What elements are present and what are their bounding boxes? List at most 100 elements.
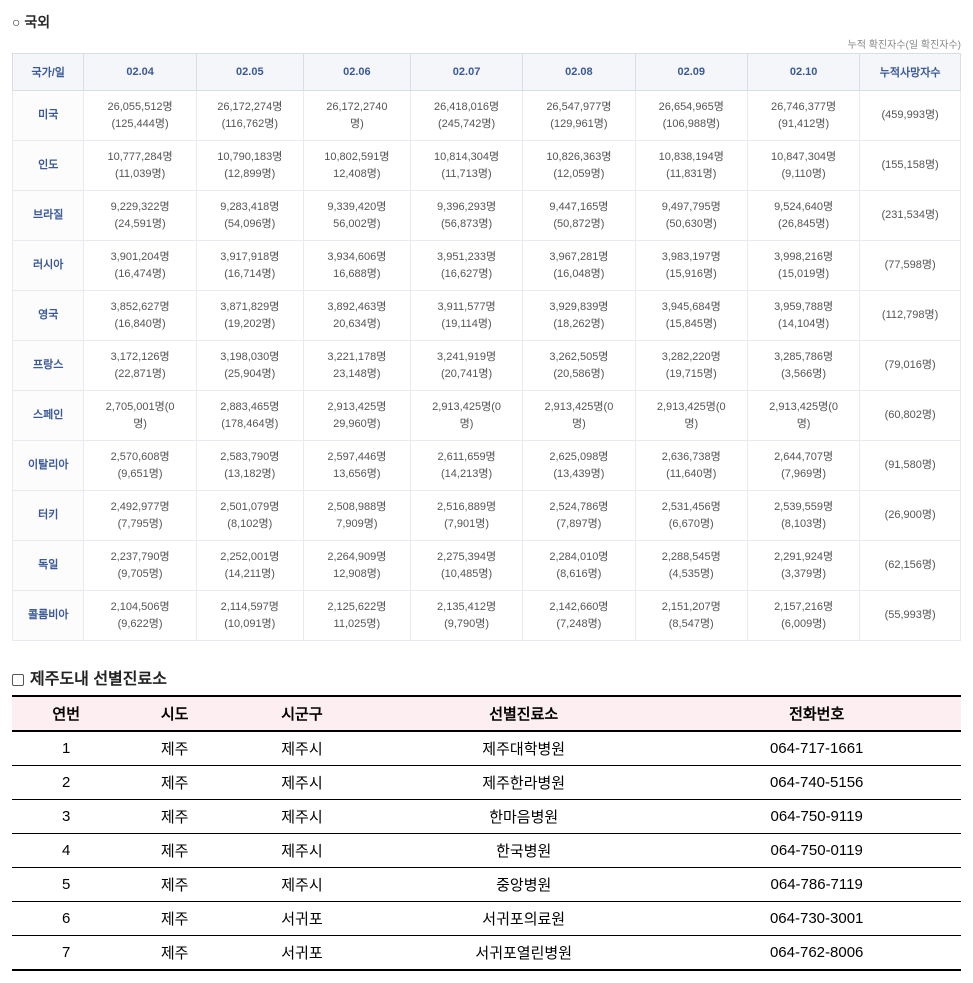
cell-main: 2,142,660명 [527,599,630,616]
table-row: 스페인2,705,001명(0명)2,883,465명(178,464명)2,9… [13,391,961,441]
table-header-cell: 시도 [120,696,228,731]
table-header-cell: 02.06 [303,54,410,91]
data-cell: 3,871,829명(19,202명) [196,291,303,341]
data-cell: 2,625,098명(13,439명) [523,441,635,491]
data-cell: 2,264,909명12,908명) [303,541,410,591]
cell-sub: (54,096명) [201,216,299,233]
country-cell: 스페인 [13,391,84,441]
cell-sub: (7,969명) [752,466,855,483]
cell-sub: (7,901명) [415,516,518,533]
cell-sub: (9,790명) [415,616,518,633]
cell-main: 10,790,183명 [201,149,299,166]
cell-sub: (6,670명) [640,516,743,533]
data-cell: 2,705,001명(0명) [84,391,196,441]
cell-main: 3,951,233명 [415,249,518,266]
cell-main: 2,883,465명 [201,399,299,416]
cell-sub: (245,742명) [415,116,518,133]
data-cell: 3,917,918명(16,714명) [196,241,303,291]
cell-sub: (106,988명) [640,116,743,133]
cell-sub: (13,439명) [527,466,630,483]
cell-sub: 13,656명) [308,466,406,483]
cell-main: 9,283,418명 [201,199,299,216]
data-cell: 9,339,420명56,002명) [303,191,410,241]
cell-sub: (116,762명) [201,116,299,133]
cell-sub: (11,831명) [640,166,743,183]
table-cell: 6 [12,901,120,935]
data-cell: 26,172,274명(116,762명) [196,91,303,141]
data-cell: 3,959,788명(14,104명) [747,291,859,341]
cell-sub: (50,872명) [527,216,630,233]
deaths-cell: (55,993명) [860,591,961,641]
cell-main: 26,547,977명 [527,99,630,116]
data-cell: 2,913,425명(0명) [523,391,635,441]
cell-sub: (25,904명) [201,366,299,383]
table-header-cell: 국가/일 [13,54,84,91]
data-cell: 3,172,126명(22,871명) [84,341,196,391]
cell-main: 3,998,216명 [752,249,855,266]
data-cell: 2,583,790명(13,182명) [196,441,303,491]
cell-main: 2,284,010명 [527,549,630,566]
data-cell: 10,790,183명(12,899명) [196,141,303,191]
table-row: 4제주제주시한국병원064-750-0119 [12,833,961,867]
table-cell: 064-750-9119 [672,799,961,833]
table-cell: 제주 [120,901,228,935]
cell-sub: (56,873명) [415,216,518,233]
table-cell: 3 [12,799,120,833]
cell-main: 3,934,606명 [308,249,406,266]
cell-sub: 명) [88,416,191,433]
cell-main: 2,151,207명 [640,599,743,616]
table-body: 1제주제주시제주대학병원064-717-16612제주제주시제주한라병원064-… [12,732,961,970]
cell-main: 2,157,216명 [752,599,855,616]
data-cell: 3,241,919명(20,741명) [410,341,522,391]
data-cell: 3,951,233명(16,627명) [410,241,522,291]
data-cell: 2,284,010명(8,616명) [523,541,635,591]
cell-main: 2,913,425명(0 [527,399,630,416]
deaths-cell: (79,016명) [860,341,961,391]
cell-sub: (13,182명) [201,466,299,483]
cell-main: 2,104,506명 [88,599,191,616]
deaths-cell: (60,802명) [860,391,961,441]
country-cell: 터키 [13,491,84,541]
data-cell: 9,497,795명(50,630명) [635,191,747,241]
cell-main: 3,945,684명 [640,299,743,316]
cell-main: 2,501,079명 [201,499,299,516]
cell-main: 9,497,795명 [640,199,743,216]
data-cell: 10,847,304명(9,110명) [747,141,859,191]
deaths-cell: (91,580명) [860,441,961,491]
cell-sub: 12,408명) [308,166,406,183]
table-cell: 제주시 [229,765,375,799]
data-cell: 26,654,965명(106,988명) [635,91,747,141]
data-cell: 2,913,425명(0명) [410,391,522,441]
data-cell: 2,913,425명(0명) [635,391,747,441]
cell-main: 2,625,098명 [527,449,630,466]
cell-main: 3,929,839명 [527,299,630,316]
country-cell: 독일 [13,541,84,591]
cell-sub: (3,566명) [752,366,855,383]
table-header-cell: 연번 [12,696,120,731]
cell-sub: (9,651명) [88,466,191,483]
data-cell: 2,597,446명13,656명) [303,441,410,491]
cell-sub: (19,114명) [415,316,518,333]
cell-main: 2,705,001명(0 [88,399,191,416]
deaths-cell: (62,156명) [860,541,961,591]
cell-main: 3,983,197명 [640,249,743,266]
country-cell: 영국 [13,291,84,341]
cell-main: 2,264,909명 [308,549,406,566]
data-cell: 2,913,425명29,960명) [303,391,410,441]
table-header-cell: 선별진료소 [375,696,672,731]
data-cell: 10,814,304명(11,713명) [410,141,522,191]
table-cell: 서귀포 [229,901,375,935]
cell-sub: (24,591명) [88,216,191,233]
cell-sub: (9,110명) [752,166,855,183]
table-row: 7제주서귀포서귀포열린병원064-762-8006 [12,935,961,970]
data-cell: 3,998,216명(15,019명) [747,241,859,291]
cell-main: 2,644,707명 [752,449,855,466]
data-cell: 2,237,790명(9,705명) [84,541,196,591]
cell-main: 10,838,194명 [640,149,743,166]
cell-sub: (8,547명) [640,616,743,633]
cell-sub: (8,616명) [527,566,630,583]
table-row: 영국3,852,627명(16,840명)3,871,829명(19,202명)… [13,291,961,341]
data-cell: 2,288,545명(4,535명) [635,541,747,591]
data-cell: 10,838,194명(11,831명) [635,141,747,191]
data-cell: 9,447,165명(50,872명) [523,191,635,241]
